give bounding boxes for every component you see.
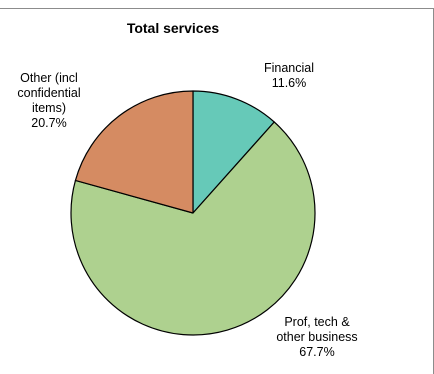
slice-label-prof-tech-business: Prof, tech & other business 67.7% bbox=[276, 315, 357, 359]
slice-label-line: confidential bbox=[17, 86, 80, 100]
slice-label-line: 67.7% bbox=[299, 345, 334, 359]
slice-label-line: 20.7% bbox=[31, 116, 66, 130]
pie-slice-financial bbox=[192, 90, 275, 214]
slice-label-line: 11.6% bbox=[272, 76, 307, 90]
pie-slice-prof-tech-business bbox=[70, 121, 316, 336]
pie-slice-other bbox=[74, 90, 194, 214]
chart-frame-top-border bbox=[0, 8, 434, 9]
slice-label-other: Other (incl confidential items) 20.7% bbox=[17, 71, 80, 130]
slice-label-line: items) bbox=[32, 101, 66, 115]
slice-label-line: Financial bbox=[264, 61, 314, 75]
slice-label-line: other business bbox=[276, 330, 357, 344]
slice-label-line: Other (incl bbox=[20, 71, 78, 85]
slice-label-line: Prof, tech & bbox=[284, 315, 350, 329]
chart-title: Total services bbox=[126, 20, 220, 36]
slice-label-financial: Financial 11.6% bbox=[264, 61, 314, 90]
